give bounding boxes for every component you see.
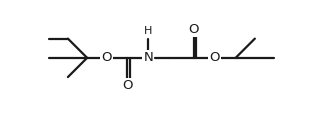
- Text: O: O: [209, 51, 220, 64]
- Text: O: O: [101, 51, 112, 64]
- Text: H: H: [144, 26, 152, 36]
- Text: N: N: [143, 51, 153, 64]
- Text: O: O: [188, 23, 199, 36]
- Text: N: N: [143, 51, 153, 64]
- Text: O: O: [122, 79, 132, 92]
